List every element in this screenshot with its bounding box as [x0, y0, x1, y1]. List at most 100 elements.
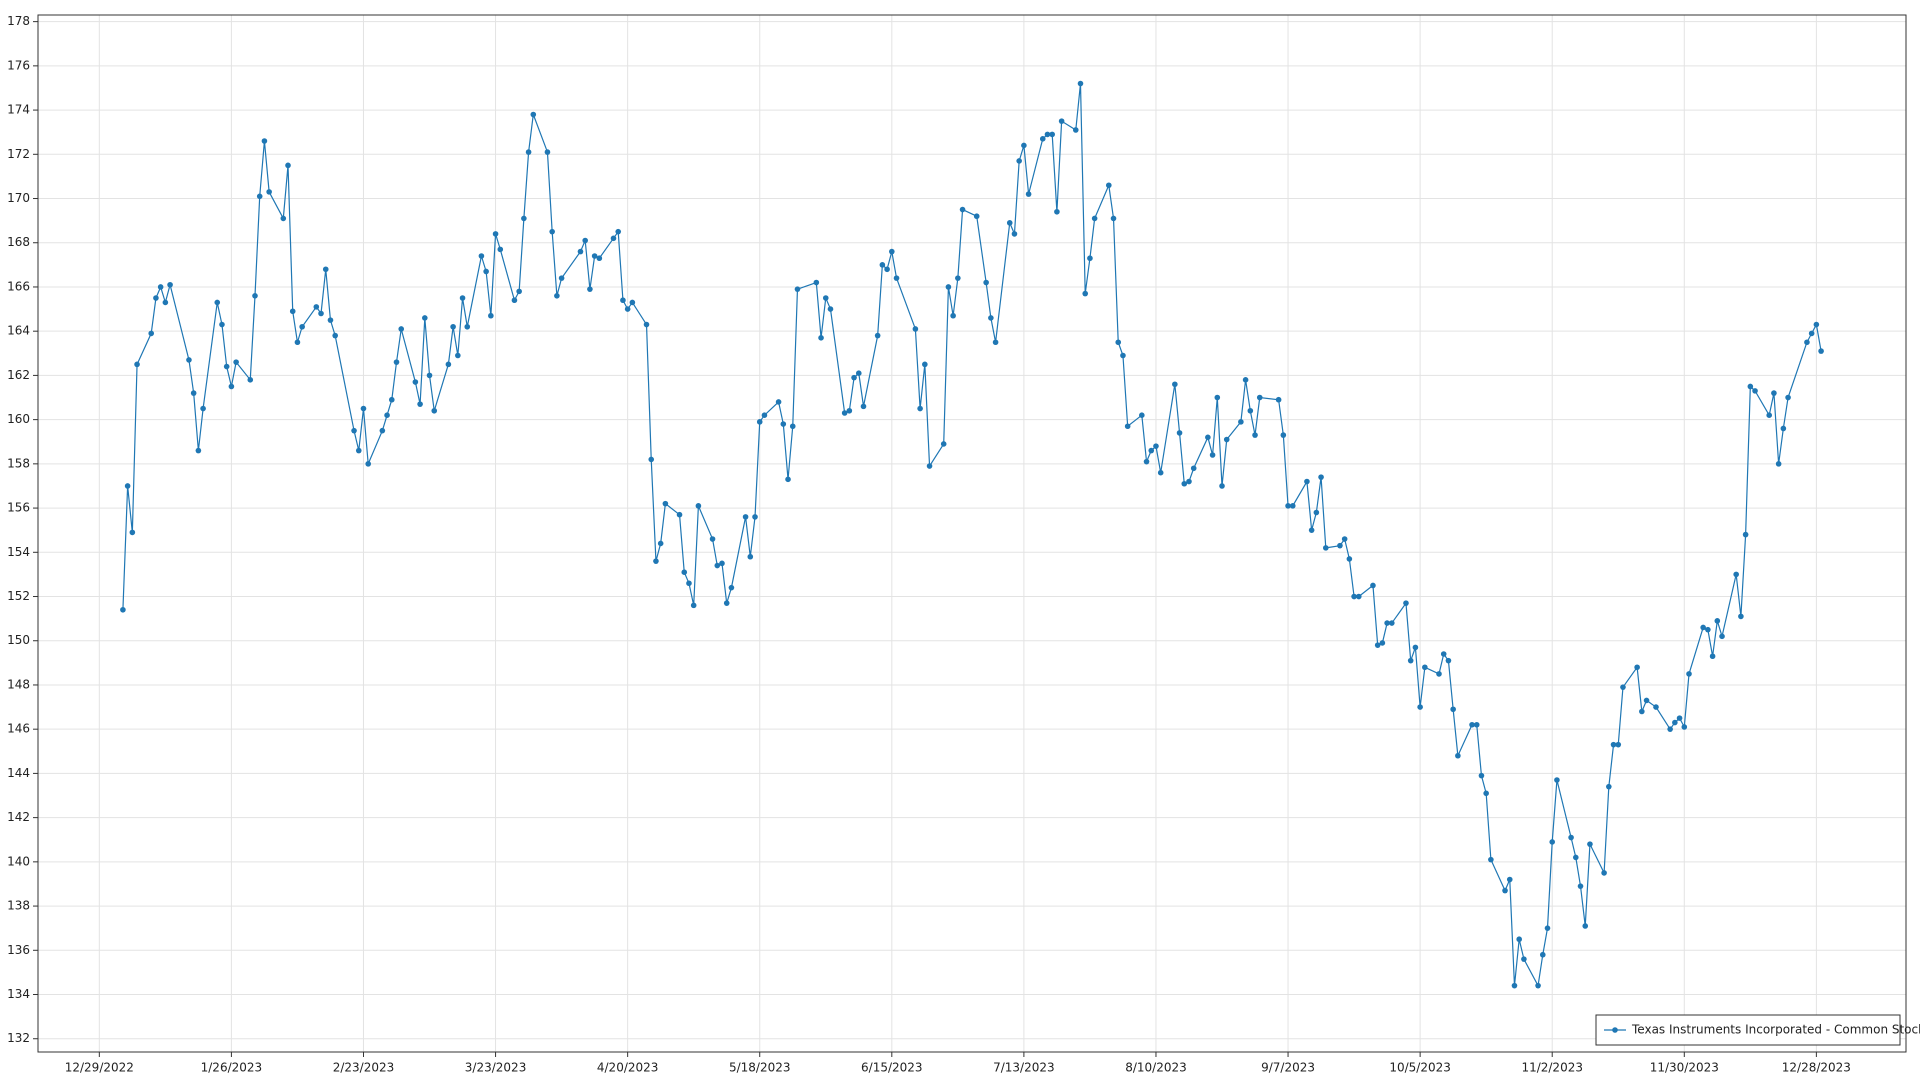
data-point [1549, 839, 1556, 845]
data-point [1521, 956, 1527, 962]
x-tick-label: 11/2/2023 [1521, 1061, 1583, 1075]
data-point [167, 281, 173, 288]
y-tick-label: 152 [7, 589, 30, 603]
series-line [122, 83, 1822, 988]
data-point [365, 461, 372, 467]
data-point [1403, 600, 1409, 606]
data-point [1785, 394, 1791, 401]
data-point [785, 476, 791, 483]
data-point [1379, 640, 1386, 646]
data-point [756, 419, 763, 425]
y-tick-label: 164 [7, 324, 30, 338]
data-point [889, 248, 895, 255]
data-point [1072, 127, 1079, 133]
data-point [1110, 215, 1117, 222]
data-point [860, 403, 867, 410]
data-point [1341, 536, 1348, 542]
data-point [723, 600, 730, 606]
data-point [1105, 182, 1112, 189]
data-point [1672, 719, 1678, 726]
data-point [1587, 841, 1593, 847]
data-point [1016, 158, 1022, 164]
data-point [1808, 330, 1815, 337]
data-point [219, 321, 225, 328]
data-point [846, 407, 853, 414]
data-point [1554, 777, 1560, 783]
data-point [478, 253, 485, 259]
y-tick-label: 154 [7, 545, 30, 559]
data-point [1021, 142, 1027, 149]
data-point [1049, 131, 1055, 138]
data-point [1374, 642, 1381, 648]
data-point [313, 304, 320, 310]
x-tick-label: 7/13/2023 [993, 1061, 1055, 1075]
data-point [1148, 447, 1155, 454]
y-tick-label: 168 [7, 235, 30, 249]
data-point [285, 162, 291, 169]
data-point [1572, 854, 1579, 861]
data-point [1389, 620, 1395, 626]
data-point [709, 536, 716, 542]
data-point [1139, 412, 1145, 419]
data-point [1384, 620, 1390, 626]
data-point [1077, 80, 1084, 87]
data-point [1370, 582, 1376, 589]
data-point [1653, 704, 1659, 710]
data-point [1214, 394, 1221, 401]
data-point [459, 295, 466, 301]
legend-label: Texas Instruments Incorporated - Common … [1631, 1023, 1920, 1037]
data-point [1238, 419, 1244, 425]
data-point [1219, 483, 1225, 489]
data-point [695, 503, 702, 509]
data-point [988, 315, 994, 321]
data-point [1455, 752, 1461, 759]
data-point [1044, 131, 1051, 138]
data-point [742, 514, 749, 520]
data-point [1601, 870, 1607, 876]
data-point [624, 306, 631, 312]
data-point [789, 423, 796, 430]
data-point [1483, 790, 1489, 797]
data-point [714, 562, 721, 569]
data-point [676, 511, 683, 518]
data-point [686, 580, 692, 587]
data-point [223, 363, 230, 370]
data-point [1766, 412, 1773, 419]
data-point [488, 312, 494, 319]
data-point [1615, 741, 1622, 748]
data-point [1082, 290, 1089, 297]
data-point [827, 306, 834, 312]
data-point [261, 138, 268, 144]
data-point [1417, 704, 1423, 710]
data-point [247, 377, 254, 383]
data-point [761, 412, 768, 419]
data-point [855, 370, 862, 376]
x-tick-label: 3/23/2023 [465, 1061, 527, 1075]
data-point [1153, 443, 1159, 449]
data-point [299, 323, 305, 330]
data-point [327, 317, 334, 323]
data-point [818, 335, 824, 341]
data-point [1039, 136, 1046, 142]
data-point [445, 361, 452, 368]
y-tick-label: 156 [7, 501, 30, 515]
plot-frame [37, 14, 1907, 1053]
data-point [1639, 708, 1645, 715]
data-point [912, 326, 919, 332]
axes: 132 134 136 138 140 142 144 146 148 150 152 154 156 1… [7, 14, 1851, 1074]
data-point [464, 323, 471, 330]
data-point [1209, 452, 1216, 458]
grid [38, 15, 1906, 1052]
data-point [1120, 352, 1126, 359]
y-tick-label: 174 [7, 103, 30, 117]
y-tick-label: 170 [7, 191, 30, 205]
data-point [124, 483, 131, 489]
data-point [266, 189, 272, 195]
y-tick-label: 134 [7, 987, 30, 1001]
data-point [525, 149, 532, 155]
data-point [431, 407, 438, 414]
data-point [1172, 381, 1178, 388]
data-point [1752, 388, 1758, 394]
data-point [1407, 657, 1414, 664]
data-point [1568, 834, 1574, 841]
